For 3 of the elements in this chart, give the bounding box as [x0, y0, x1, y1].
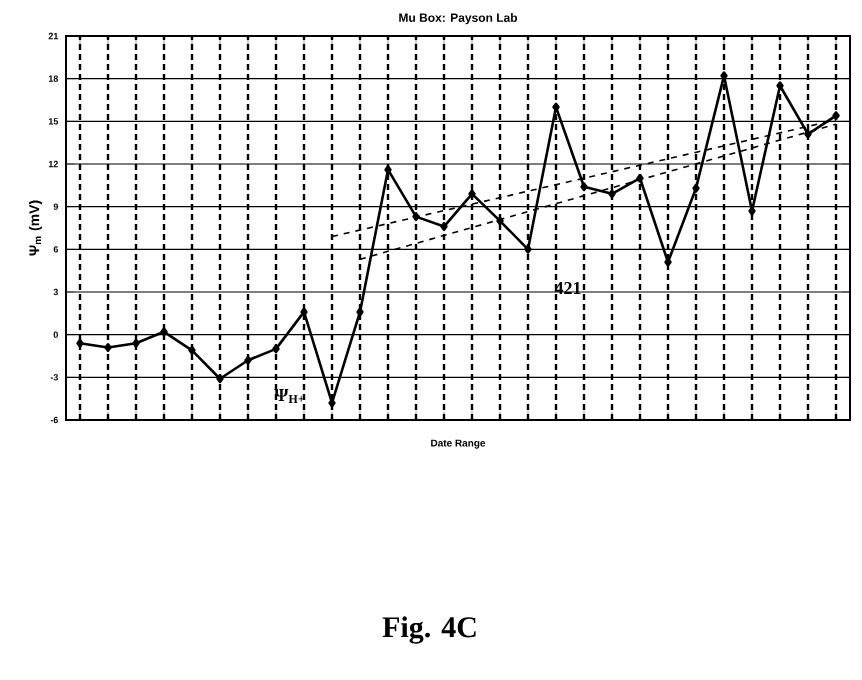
- caption: Fig. 4C: [382, 616, 476, 644]
- annotation: 421: [554, 282, 581, 294]
- annotation: Ψ$_{H+}$: [274, 389, 304, 403]
